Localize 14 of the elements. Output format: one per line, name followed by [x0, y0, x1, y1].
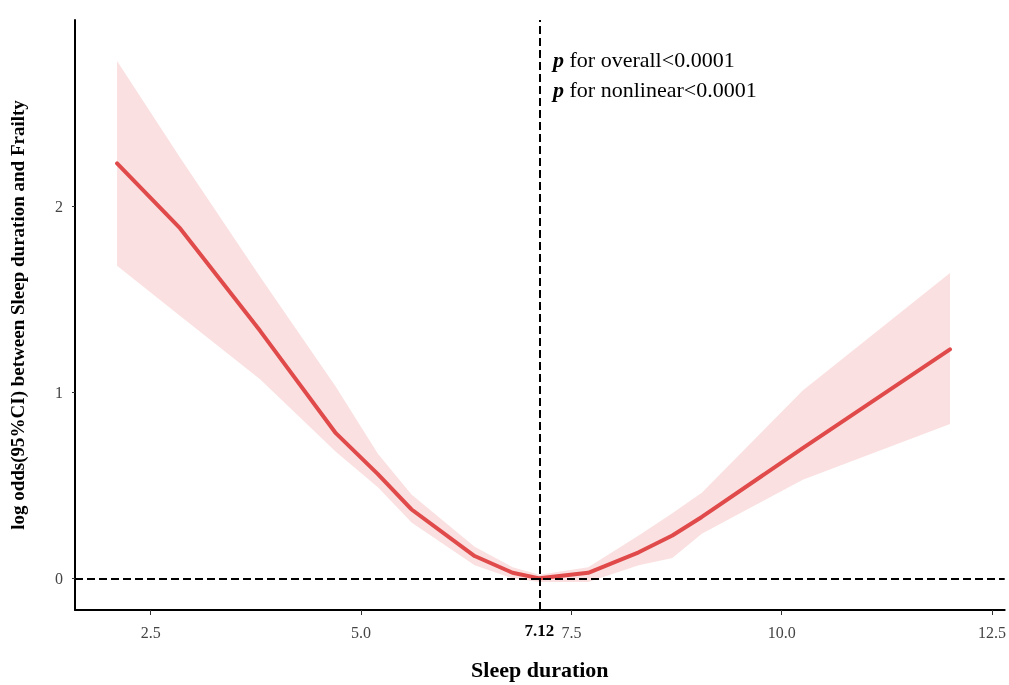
x-axis-title: Sleep duration: [471, 656, 609, 682]
line-series: [115, 161, 952, 581]
x-tick-label: 7.5: [561, 623, 582, 641]
y-tick-label: 2: [55, 197, 63, 215]
y-tick-label: 0: [55, 569, 63, 587]
annotation: p for nonlinear<0.0001: [551, 76, 757, 102]
ref-line-label: 7.12: [524, 621, 555, 640]
x-tick-label: 5.0: [351, 623, 372, 641]
y-tick-label: 1: [55, 383, 63, 401]
annotation: p for overall<0.0001: [551, 46, 735, 72]
x-tick-label: 2.5: [140, 623, 161, 641]
x-tick-label: 12.5: [978, 623, 1007, 641]
x-tick-label: 10.0: [767, 623, 796, 641]
y-axis-title: log odds(95%CI) between Sleep duration and Frailty: [7, 99, 29, 530]
